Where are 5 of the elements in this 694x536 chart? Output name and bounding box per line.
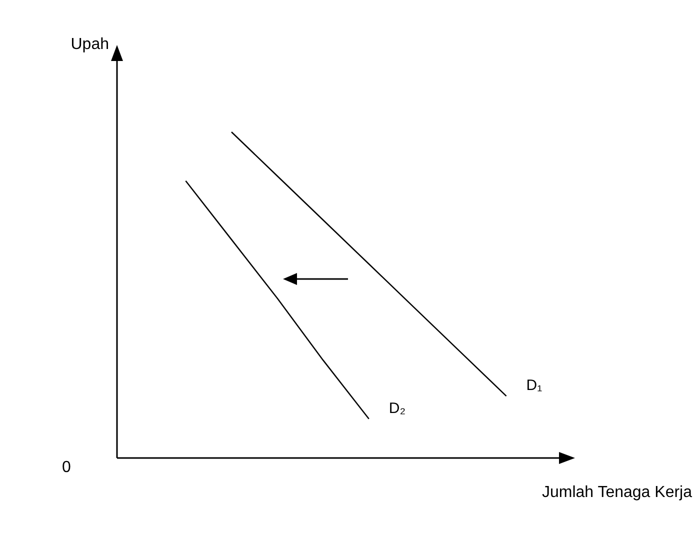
text: 0 (62, 459, 71, 476)
y-axis-title: Upah (70, 36, 109, 53)
x-axis-title: Jumlah Tenaga Kerja (542, 484, 692, 501)
series-label: D₁ (526, 377, 542, 394)
series-label: D₂ (388, 400, 406, 417)
